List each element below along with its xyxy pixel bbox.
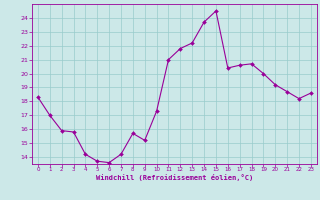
X-axis label: Windchill (Refroidissement éolien,°C): Windchill (Refroidissement éolien,°C) — [96, 174, 253, 181]
